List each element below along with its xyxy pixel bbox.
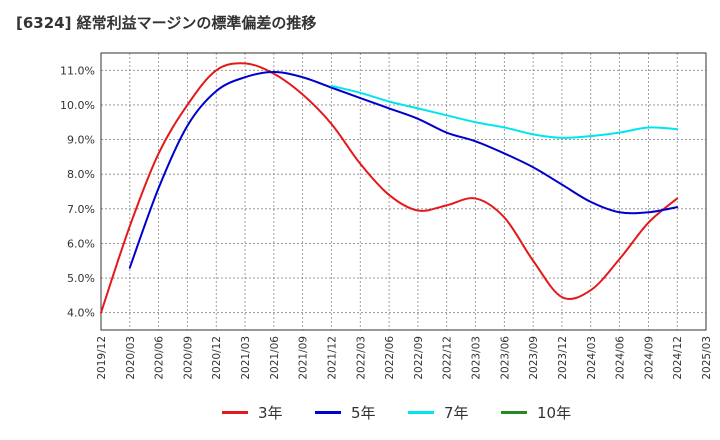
x-tick-label: 2020/09 xyxy=(182,336,194,380)
y-tick-label: 5.0% xyxy=(67,272,95,285)
x-tick-label: 2022/09 xyxy=(413,336,425,380)
x-tick-label: 2025/03 xyxy=(701,336,713,380)
legend-item: 3年 xyxy=(222,402,283,423)
y-tick-label: 9.0% xyxy=(67,134,95,147)
x-tick-label: 2024/06 xyxy=(615,336,627,380)
legend-swatch xyxy=(222,411,248,414)
series-line-3 xyxy=(330,84,679,139)
x-tick-label: 2021/09 xyxy=(298,336,310,380)
legend-item: 7年 xyxy=(408,402,469,423)
legend-label: 7年 xyxy=(444,404,469,422)
x-tick-label: 2020/06 xyxy=(154,336,166,380)
y-tick-label: 10.0% xyxy=(60,99,95,112)
y-tick-label: 6.0% xyxy=(67,237,95,250)
x-tick-label: 2020/12 xyxy=(211,336,223,380)
x-tick-label: 2020/03 xyxy=(125,336,137,380)
legend-item: 5年 xyxy=(315,402,376,423)
y-tick-label: 4.0% xyxy=(67,307,95,320)
y-tick-label: 11.0% xyxy=(60,64,95,77)
x-tick-label: 2022/06 xyxy=(384,336,396,380)
chart-title: [6324] 経常利益マージンの標準偏差の推移 xyxy=(16,14,317,32)
x-tick-label: 2023/06 xyxy=(499,336,511,380)
x-tick-label: 2021/12 xyxy=(326,336,338,380)
legend-swatch xyxy=(501,411,527,414)
x-tick-label: 2023/09 xyxy=(528,336,540,380)
plot-area xyxy=(101,53,706,330)
legend-swatch xyxy=(315,411,341,414)
x-tick-label: 2019/12 xyxy=(96,336,108,380)
x-tick-label: 2021/03 xyxy=(240,336,252,380)
x-tick-label: 2024/09 xyxy=(643,336,655,380)
x-tick-label: 2023/12 xyxy=(557,336,569,380)
y-tick-label: 7.0% xyxy=(67,203,95,216)
legend-item: 10年 xyxy=(501,402,571,423)
x-tick-label: 2021/06 xyxy=(269,336,281,380)
legend-label: 10年 xyxy=(537,404,572,422)
legend-swatch xyxy=(408,411,434,414)
x-tick-label: 2023/03 xyxy=(471,336,483,380)
legend: 3年 5年 7年 10年 xyxy=(0,402,720,426)
legend-label: 5年 xyxy=(351,404,376,422)
y-tick-label: 8.0% xyxy=(67,168,95,181)
x-tick-label: 2024/03 xyxy=(586,336,598,380)
plot-frame xyxy=(100,52,707,331)
series-line-1 xyxy=(100,62,679,314)
x-tick-label: 2022/12 xyxy=(442,336,454,380)
series-line-2 xyxy=(128,71,679,269)
legend-label: 3年 xyxy=(258,404,283,422)
x-tick-label: 2022/03 xyxy=(355,336,367,380)
x-tick-label: 2024/12 xyxy=(672,336,684,380)
